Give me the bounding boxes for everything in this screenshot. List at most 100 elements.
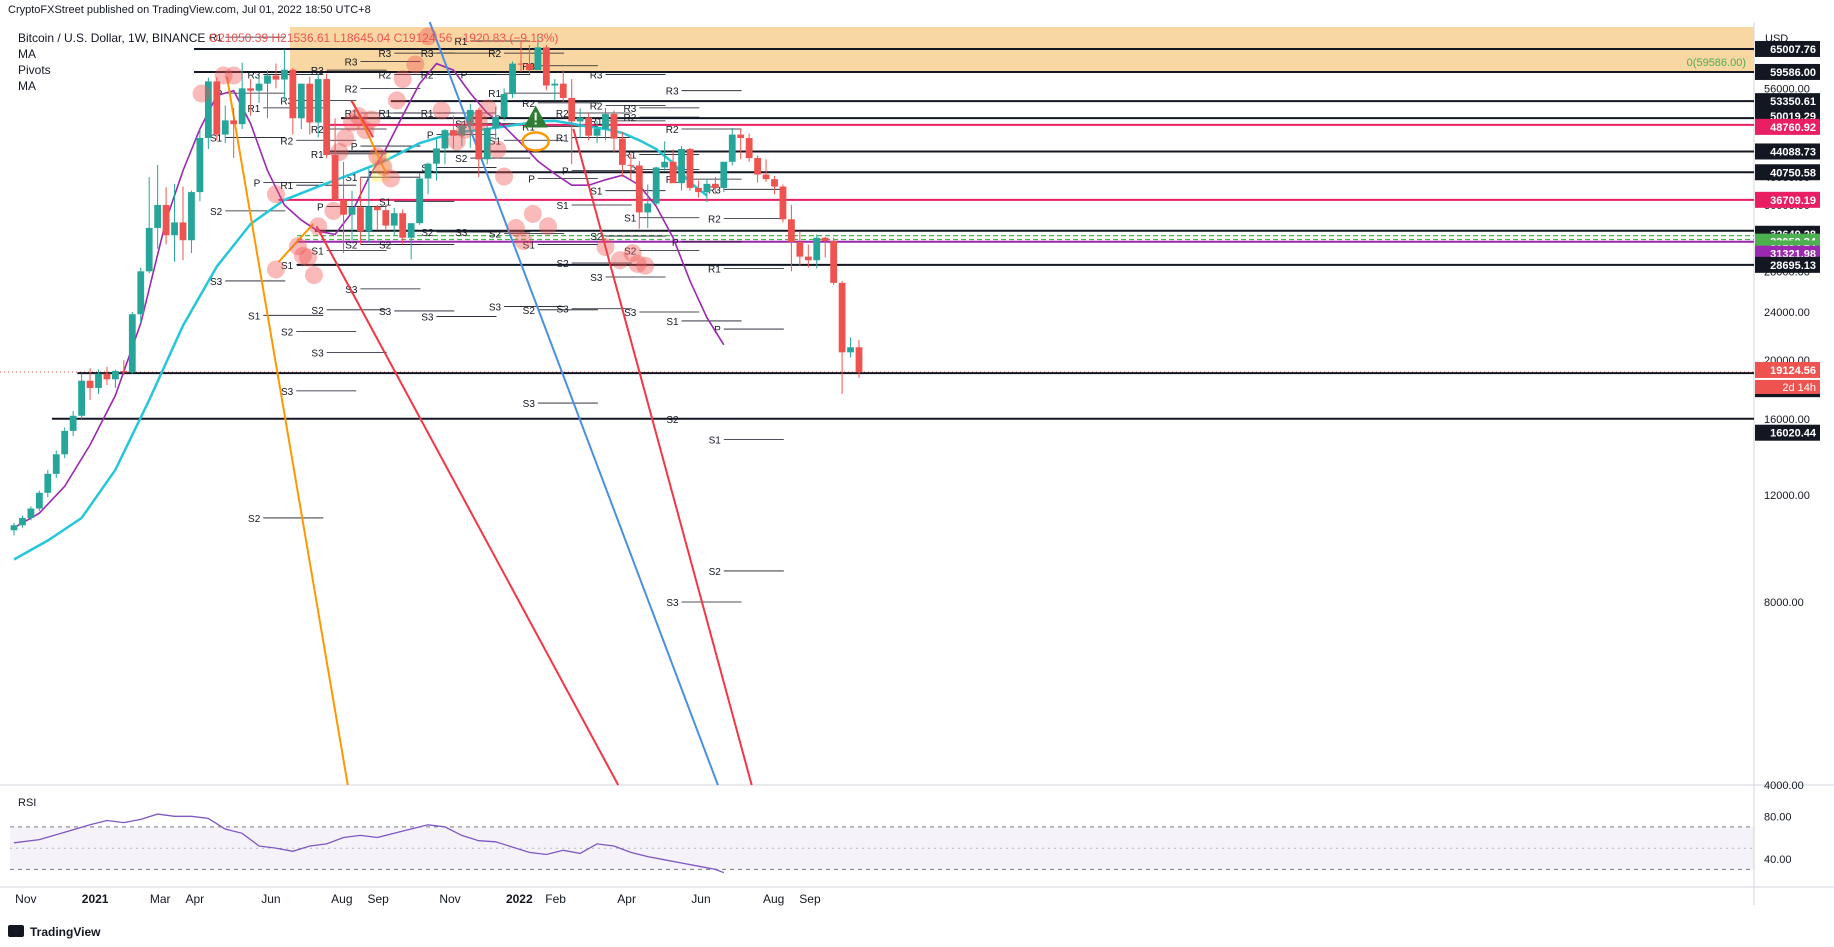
pivot-label-49: R1 (488, 89, 501, 100)
pivot-label-75: R1 (624, 150, 637, 161)
candle-body-63 (542, 47, 550, 86)
candle-body-46 (399, 213, 407, 238)
candle-body-24 (213, 81, 221, 135)
warning-icon-mark (534, 112, 537, 121)
y-tick-14: 4000.00 (1764, 780, 1804, 792)
pivot-label-3: S2 (210, 207, 223, 218)
candle-body-82 (703, 183, 711, 193)
marker-circle-30 (495, 167, 514, 186)
x-label-4: Jun (261, 892, 280, 906)
x-label-3: Apr (185, 892, 204, 906)
candle-body-17 (154, 204, 162, 228)
candle-body-80 (686, 149, 694, 188)
pivot-label-80: R3 (666, 87, 679, 98)
level-tag-12 (1755, 256, 1820, 273)
marker-circle-10 (324, 201, 343, 220)
marker-circle-32 (514, 232, 533, 251)
candle-body-39 (340, 199, 347, 215)
pivot-label-12: R1 (280, 181, 293, 192)
candle-body-57 (492, 117, 500, 128)
price-axis-layer: 64000.0056000.0052000.0048000.0044000.00… (1755, 40, 1820, 792)
candle-body-92 (788, 219, 795, 242)
pivot-label-55: R2 (522, 99, 535, 110)
pivot-label-85: S2 (666, 415, 679, 426)
candle-body-21 (188, 192, 195, 241)
candle-body-10 (95, 373, 102, 388)
marker-circle-24 (432, 101, 451, 120)
candle-body-59 (509, 63, 516, 95)
rsi-tick-80: 80.00 (1764, 811, 1792, 823)
pivot-label-62: R1 (556, 133, 569, 144)
circles-layer (192, 27, 655, 285)
candle-body-6 (61, 430, 69, 455)
marker-circle-17 (368, 147, 387, 166)
pivot-label-33: S1 (379, 197, 392, 208)
candle-body-48 (416, 178, 423, 224)
marker-circle-26 (456, 120, 475, 139)
pivot-label-43: R1 (455, 37, 468, 48)
candle-body-84 (720, 161, 728, 188)
y-tick-1: 56000.00 (1764, 83, 1810, 95)
candle-body-54 (466, 109, 474, 126)
pivot-label-70: S1 (590, 187, 603, 198)
level-tag-4 (1755, 118, 1820, 135)
trendline-1 (225, 76, 349, 786)
candle-body-38 (331, 155, 339, 200)
pivot-label-67: R3 (590, 71, 603, 82)
trendline-0 (428, 21, 719, 786)
pivot-label-71: S2 (590, 232, 603, 243)
highlight-box (371, 152, 390, 182)
pivot-label-16: R3 (311, 66, 324, 77)
level-tag-text-0: 65007.76 (1770, 44, 1816, 56)
candle-body-5 (52, 454, 60, 474)
candle-body-7 (69, 415, 77, 431)
pivot-label-0: R1 (209, 33, 222, 44)
pivot-label-46: S2 (455, 154, 468, 165)
pivot-label-78: S2 (624, 246, 637, 257)
candle-body-61 (526, 64, 533, 71)
candle-body-71 (610, 114, 618, 139)
candle-body-35 (306, 83, 314, 123)
indicator-ma-1[interactable]: MA (18, 47, 36, 61)
pivot-label-13: S1 (281, 261, 294, 272)
marker-circle-20 (387, 91, 406, 110)
pivot-label-8: S1 (248, 311, 261, 322)
pivot-label-28: S2 (345, 240, 358, 251)
pivot-label-4: S3 (210, 277, 223, 288)
marker-circle-22 (406, 55, 425, 74)
pivots-layer: R1PS1S2S3R3R1PS1S2R3R2R1S1S2S3R3R2R1PS1S… (209, 33, 784, 609)
candle-body-73 (627, 164, 635, 166)
pivot-label-9: S2 (248, 514, 261, 525)
pivot-label-88: R2 (708, 215, 721, 226)
level-tag-text-2: 53350.61 (1770, 96, 1816, 108)
pivot-label-53: S3 (489, 303, 502, 314)
candle-body-56 (483, 127, 491, 160)
indicator-pivots[interactable]: Pivots (18, 63, 51, 77)
candle-body-37 (323, 79, 331, 156)
indicator-ma-2[interactable]: MA (18, 79, 36, 93)
x-label-2: Mar (150, 892, 171, 906)
rsi-layer: 80.00 40.00 (10, 811, 1792, 874)
candle-body-64 (551, 83, 559, 86)
candle-body-47 (407, 223, 415, 238)
symbol-label[interactable]: Bitcoin / U.S. Dollar, 1W, BINANCE (18, 31, 206, 45)
candle-body-60 (517, 63, 525, 65)
marker-circle-29 (488, 140, 507, 159)
level-tag-0 (1755, 40, 1820, 57)
pivot-label-38: R1 (421, 109, 434, 120)
marker-circle-34 (539, 217, 558, 236)
pivot-label-21: S2 (311, 306, 324, 317)
candle-body-30 (264, 75, 271, 84)
candle-body-26 (230, 120, 238, 125)
pivot-label-24: R2 (345, 84, 358, 95)
candle-body-67 (576, 117, 584, 122)
pivot-label-30: R3 (378, 49, 391, 60)
marker-circle-21 (393, 70, 412, 89)
level-tag-text-6: 40750.58 (1770, 167, 1816, 179)
pivot-label-69: R1 (590, 117, 603, 128)
marker-circle-3 (266, 185, 285, 204)
candle-body-22 (196, 137, 204, 193)
marker-circle-12 (336, 128, 355, 147)
x-label-7: Nov (439, 892, 460, 906)
